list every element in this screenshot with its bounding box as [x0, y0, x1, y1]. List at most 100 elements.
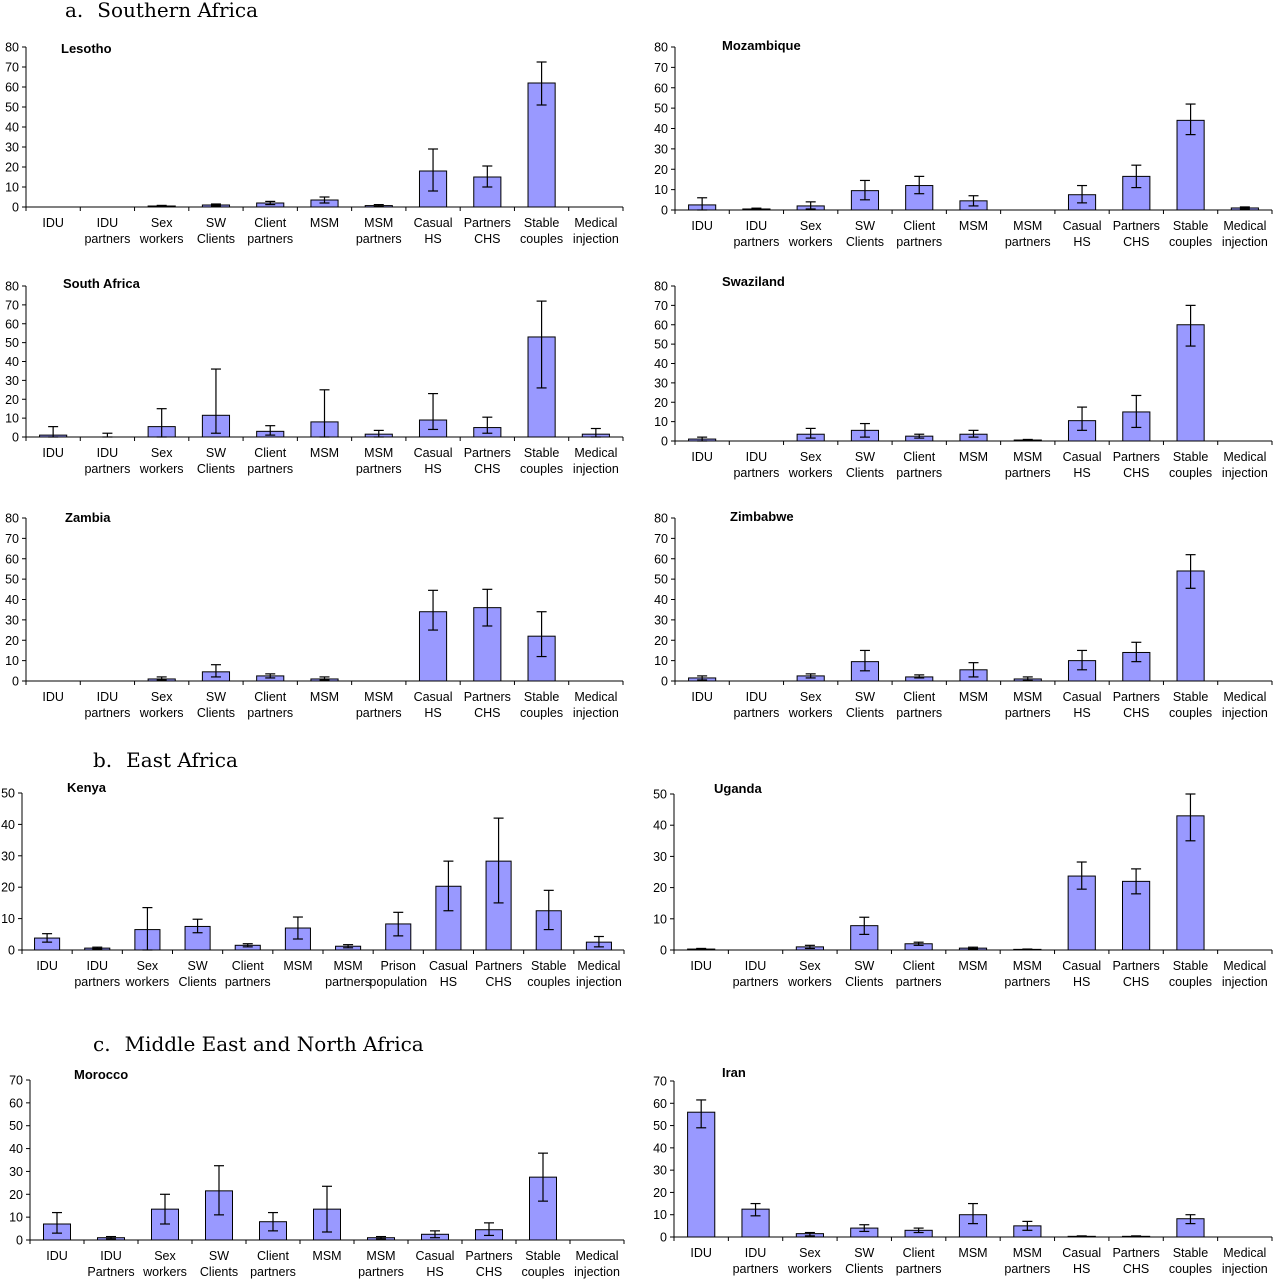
x-category-label: Client partners [896, 1246, 942, 1276]
x-category-label: IDU partners [84, 690, 130, 720]
x-category-label: IDU [36, 959, 58, 973]
x-category-label: SW Clients [197, 216, 235, 246]
y-tick-label: 20 [5, 161, 19, 175]
section-title-b: b. East Africa [93, 748, 238, 772]
y-tick-label: 0 [12, 675, 19, 689]
x-category-label: Partners CHS [1112, 959, 1159, 989]
y-tick-label: 80 [5, 280, 19, 294]
y-tick-label: 20 [9, 1188, 23, 1202]
x-category-label: MSM [310, 216, 339, 230]
x-category-label: Sex workers [787, 959, 832, 989]
panel-title: Kenya [67, 780, 107, 795]
y-tick-label: 70 [654, 532, 668, 546]
x-category-label: Client partners [896, 219, 942, 249]
x-category-label: Stable couples [1169, 219, 1212, 249]
x-category-label: Medical injection [573, 446, 619, 476]
chart-panel-3: Swaziland 0 10 20 30 40 50 60 70 80 IDU IDU partners… [654, 274, 1273, 480]
y-tick-label: 60 [653, 1097, 667, 1111]
y-tick-label: 10 [9, 1211, 23, 1225]
y-tick-label: 20 [654, 163, 668, 177]
y-tick-label: 60 [654, 552, 668, 566]
x-category-label: IDU partners [733, 690, 779, 720]
x-category-label: Casual HS [1063, 690, 1102, 720]
y-tick-label: 60 [9, 1096, 23, 1110]
y-tick-label: 40 [654, 122, 668, 136]
y-tick-label: 40 [654, 593, 668, 607]
y-tick-label: 0 [661, 435, 668, 449]
x-category-label: Client partners [225, 959, 271, 989]
y-tick-label: 10 [653, 912, 667, 926]
x-category-label: Partners CHS [1113, 450, 1160, 480]
y-tick-label: 10 [5, 654, 19, 668]
panel-title: South Africa [63, 276, 141, 291]
x-category-label: SW Clients [846, 219, 884, 249]
x-category-label: MSM [959, 219, 988, 233]
x-category-label: Stable couples [1169, 1246, 1212, 1276]
x-category-label: Sex workers [788, 690, 833, 720]
x-category-label: MSM partners [1005, 690, 1051, 720]
panel-title: Swaziland [722, 274, 785, 289]
x-category-label: IDU [46, 1249, 68, 1263]
y-tick-label: 20 [653, 1186, 667, 1200]
y-tick-label: 0 [661, 204, 668, 218]
x-category-label: IDU [42, 216, 64, 230]
x-category-label: SW Clients [178, 959, 216, 989]
panel-title: Morocco [74, 1067, 128, 1082]
y-tick-label: 60 [654, 318, 668, 332]
x-category-label: MSM [958, 1246, 987, 1260]
chart-panel-4: Zambia 0 10 20 30 40 50 60 70 80 IDU IDU partners Sex… [5, 510, 624, 720]
y-tick-label: 0 [12, 201, 19, 215]
y-tick-label: 70 [5, 61, 19, 75]
x-category-label: Casual HS [1062, 1246, 1101, 1276]
y-tick-label: 40 [9, 1142, 23, 1156]
x-category-label: SW Clients [200, 1249, 238, 1279]
y-tick-label: 40 [5, 355, 19, 369]
x-category-label: MSM [310, 446, 339, 460]
x-category-label: MSM partners [1005, 450, 1051, 480]
panel-title: Zimbabwe [730, 509, 794, 524]
x-category-label: Casual HS [414, 690, 453, 720]
y-tick-label: 20 [654, 634, 668, 648]
x-category-label: Partners CHS [1113, 219, 1160, 249]
y-tick-label: 60 [5, 552, 19, 566]
x-category-label: SW Clients [846, 690, 884, 720]
y-tick-label: 80 [5, 512, 19, 526]
chart-panel-7: Uganda 0 10 20 30 40 50 IDU IDU partners Sex worker… [653, 781, 1273, 989]
x-category-label: Partners CHS [1113, 690, 1160, 720]
x-category-label: IDU partners [733, 1246, 779, 1276]
y-tick-label: 50 [654, 573, 668, 587]
x-category-label: Stable couples [527, 959, 570, 989]
x-category-label: MSM partners [356, 216, 402, 246]
x-category-label: Partners CHS [465, 1249, 512, 1279]
y-tick-label: 20 [654, 396, 668, 410]
x-category-label: SW Clients [197, 690, 235, 720]
y-tick-label: 60 [5, 317, 19, 331]
x-category-label: Client partners [896, 450, 942, 480]
y-tick-label: 10 [654, 654, 668, 668]
y-tick-label: 70 [5, 298, 19, 312]
x-category-label: Medical injection [573, 690, 619, 720]
x-category-label: MSM partners [1004, 1246, 1050, 1276]
x-category-label: Partners CHS [464, 690, 511, 720]
y-tick-label: 40 [5, 593, 19, 607]
x-category-label: MSM [959, 450, 988, 464]
y-tick-label: 60 [654, 81, 668, 95]
x-category-label: Partners CHS [464, 446, 511, 476]
y-tick-label: 70 [653, 1075, 667, 1089]
y-tick-label: 50 [5, 336, 19, 350]
x-category-label: Medical injection [1222, 1246, 1268, 1276]
x-category-label: Casual HS [1063, 219, 1102, 249]
y-tick-label: 70 [654, 61, 668, 75]
x-category-label: MSM partners [356, 690, 402, 720]
y-tick-label: 10 [654, 183, 668, 197]
x-category-label: Medical injection [1222, 450, 1268, 480]
panel-title: Lesotho [61, 41, 112, 56]
y-tick-label: 30 [653, 1164, 667, 1178]
y-tick-label: 30 [654, 376, 668, 390]
x-category-label: Stable couples [1169, 450, 1212, 480]
x-category-label: SW Clients [197, 446, 235, 476]
y-tick-label: 0 [8, 944, 15, 958]
y-tick-label: 0 [660, 944, 667, 958]
y-tick-label: 40 [654, 357, 668, 371]
